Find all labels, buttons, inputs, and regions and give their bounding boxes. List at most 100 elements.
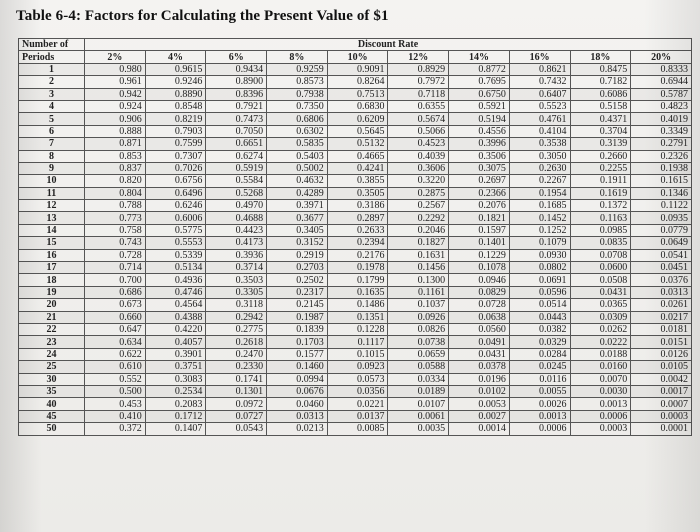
factor-cell: 0.7473 xyxy=(205,112,268,126)
factor-cell: 0.4688 xyxy=(205,211,268,225)
factor-cell: 0.647 xyxy=(84,322,146,337)
factor-cell: 0.6086 xyxy=(569,87,632,101)
factor-cell: 0.4665 xyxy=(326,149,389,163)
factor-cell: 0.4289 xyxy=(266,186,328,201)
factor-cell: 0.5403 xyxy=(266,149,328,163)
table-row: 18 0.700 0.4936 0.3503 0.2502 0.1799 0.1300 0.0… xyxy=(18,273,692,287)
factor-cell: 0.1827 xyxy=(387,236,450,250)
factor-cell: 0.0560 xyxy=(448,322,510,337)
factor-cell: 0.3538 xyxy=(508,137,571,151)
period-cell: 50 xyxy=(18,422,85,436)
factor-cell: 0.4556 xyxy=(448,124,510,139)
factor-cell: 0.773 xyxy=(84,211,146,225)
period-cell: 4 xyxy=(18,99,85,114)
period-cell: 25 xyxy=(18,360,85,374)
period-cell: 30 xyxy=(18,372,85,386)
factor-cell: 0.1456 xyxy=(387,261,450,275)
factor-cell: 0.2875 xyxy=(387,186,450,201)
factor-cell: 0.906 xyxy=(84,112,146,126)
factor-cell: 0.8475 xyxy=(569,62,632,77)
period-cell: 6 xyxy=(18,124,85,139)
factor-cell: 0.4388 xyxy=(144,310,207,325)
factor-cell: 0.0061 xyxy=(387,409,450,424)
factor-cell: 0.0514 xyxy=(508,298,571,312)
factor-cell: 0.1252 xyxy=(508,223,571,238)
factor-cell: 0.0213 xyxy=(266,422,328,436)
factor-cell: 0.3855 xyxy=(326,174,389,188)
factor-cell: 0.1079 xyxy=(508,236,571,250)
factor-cell: 0.9091 xyxy=(326,62,389,77)
period-cell: 18 xyxy=(18,273,85,287)
factor-cell: 0.686 xyxy=(84,285,146,300)
factor-cell: 0.0541 xyxy=(630,248,692,263)
factor-cell: 0.1351 xyxy=(326,310,389,325)
period-cell: 21 xyxy=(18,310,85,325)
factor-cell: 0.0573 xyxy=(326,372,389,386)
period-cell: 1 xyxy=(18,62,85,77)
table-row: 7 0.871 0.7599 0.6651 0.5835 0.5132 0.4523 0.39… xyxy=(18,137,692,151)
factor-cell: 0.837 xyxy=(84,161,146,176)
factor-cell: 0.888 xyxy=(84,124,146,139)
factor-cell: 0.700 xyxy=(84,273,146,287)
factor-cell: 0.0137 xyxy=(326,409,389,424)
factor-cell: 0.0638 xyxy=(448,310,510,325)
factor-cell: 0.804 xyxy=(84,186,146,201)
factor-cell: 0.2046 xyxy=(387,223,450,238)
factor-cell: 0.0007 xyxy=(630,397,692,411)
factor-cell: 0.0055 xyxy=(508,384,571,399)
factor-cell: 0.0443 xyxy=(508,310,571,325)
factor-cell: 0.0431 xyxy=(569,285,632,300)
factor-cell: 0.2470 xyxy=(205,347,268,362)
factor-cell: 0.0027 xyxy=(448,409,510,424)
factor-cell: 0.8621 xyxy=(508,62,571,77)
factor-cell: 0.5132 xyxy=(326,137,389,151)
table-row: 3 0.942 0.8890 0.8396 0.7938 0.7513 0.7118 0.67… xyxy=(18,87,692,101)
factor-cell: 0.5584 xyxy=(205,174,268,188)
factor-cell: 0.0026 xyxy=(508,397,571,411)
factor-cell: 0.0376 xyxy=(630,273,692,287)
factor-cell: 0.0365 xyxy=(569,298,632,312)
factor-cell: 0.0935 xyxy=(630,211,692,225)
factor-cell: 0.5674 xyxy=(387,112,450,126)
period-cell: 40 xyxy=(18,397,85,411)
factor-cell: 0.1821 xyxy=(448,211,510,225)
factor-cell: 0.1703 xyxy=(266,335,328,349)
factor-cell: 0.2502 xyxy=(266,273,328,287)
factor-cell: 0.4241 xyxy=(326,161,389,176)
factor-cell: 0.1346 xyxy=(630,186,692,201)
factor-cell: 0.0261 xyxy=(630,298,692,312)
factor-cell: 0.0596 xyxy=(508,285,571,300)
factor-cell: 0.3971 xyxy=(266,199,328,213)
factor-cell: 0.0160 xyxy=(569,360,632,374)
factor-cell: 0.5775 xyxy=(144,223,207,238)
factor-cell: 0.4173 xyxy=(205,236,268,250)
factor-cell: 0.660 xyxy=(84,310,146,325)
factor-cell: 0.0107 xyxy=(387,397,450,411)
rate-header: 18% xyxy=(569,50,632,64)
factor-cell: 0.0189 xyxy=(387,384,450,399)
factor-cell: 0.7350 xyxy=(266,99,328,114)
factor-cell: 0.2633 xyxy=(326,223,389,238)
factor-cell: 0.4371 xyxy=(569,112,632,126)
factor-cell: 0.6944 xyxy=(630,75,692,89)
table-row: 6 0.888 0.7903 0.7050 0.6302 0.5645 0.5066 0.45… xyxy=(18,124,692,139)
factor-cell: 0.2326 xyxy=(630,149,692,163)
factor-cell: 0.0003 xyxy=(630,409,692,424)
table-row: 11 0.804 0.6496 0.5268 0.4289 0.3505 0.2875 0.2… xyxy=(18,186,692,201)
factor-cell: 0.1300 xyxy=(387,273,450,287)
factor-cell: 0.0382 xyxy=(508,322,571,337)
factor-cell: 0.7307 xyxy=(144,149,207,163)
factor-cell: 0.0659 xyxy=(387,347,450,362)
table-row: 2 0.961 0.9246 0.8900 0.8573 0.8264 0.7972 0.76… xyxy=(18,75,692,89)
factor-cell: 0.1577 xyxy=(266,347,328,362)
factor-cell: 0.3714 xyxy=(205,261,268,275)
table-row: 1 0.980 0.9615 0.9434 0.9259 0.9091 0.8929 0.87… xyxy=(18,62,692,77)
factor-cell: 0.8264 xyxy=(326,75,389,89)
factor-cell: 0.5835 xyxy=(266,137,328,151)
factor-cell: 0.5553 xyxy=(144,236,207,250)
factor-cell: 0.0284 xyxy=(508,347,571,362)
factor-cell: 0.634 xyxy=(84,335,146,349)
table-row: 12 0.788 0.6246 0.4970 0.3971 0.3186 0.2567 0.2… xyxy=(18,199,692,213)
factor-cell: 0.4220 xyxy=(144,322,207,337)
rate-header: 20% xyxy=(630,50,692,64)
